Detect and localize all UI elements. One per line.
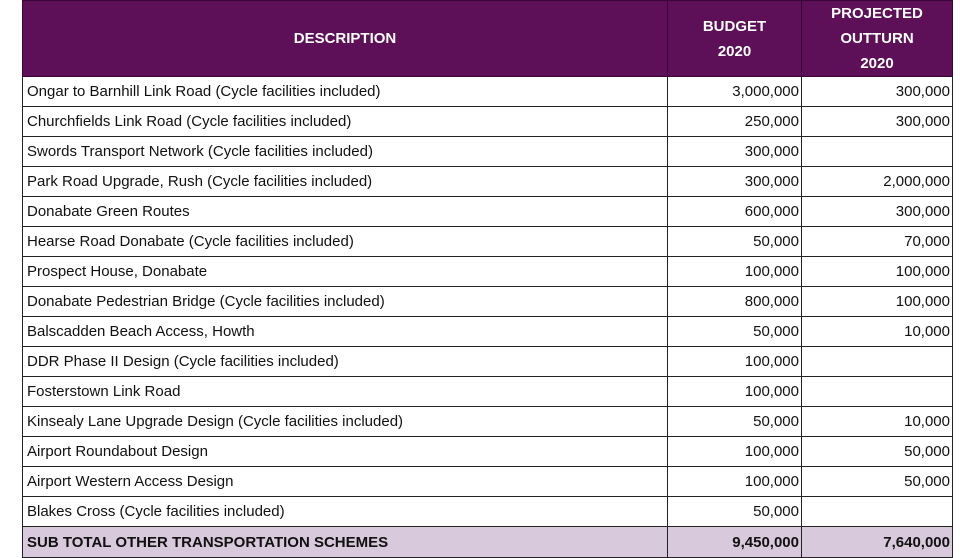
row-budget: 50,000 [667, 496, 802, 527]
row-outturn: 50,000 [801, 436, 953, 467]
row-budget: 100,000 [667, 376, 802, 407]
row-description: Airport Western Access Design [22, 466, 668, 497]
row-outturn: 100,000 [801, 256, 953, 287]
table-row: Swords Transport Network (Cycle faciliti… [22, 136, 953, 167]
table-row: Ongar to Barnhill Link Road (Cycle facil… [22, 76, 953, 107]
table-row: Donabate Pedestrian Bridge (Cycle facili… [22, 286, 953, 317]
table-row: Park Road Upgrade, Rush (Cycle facilitie… [22, 166, 953, 197]
row-description: Balscadden Beach Access, Howth [22, 316, 668, 347]
header-description: DESCRIPTION [22, 0, 668, 77]
row-outturn [801, 376, 953, 407]
row-budget: 300,000 [667, 136, 802, 167]
row-description: Ongar to Barnhill Link Road (Cycle facil… [22, 76, 668, 107]
row-description: DDR Phase II Design (Cycle facilities in… [22, 346, 668, 377]
row-outturn: 70,000 [801, 226, 953, 257]
row-budget: 50,000 [667, 316, 802, 347]
row-budget: 100,000 [667, 466, 802, 497]
row-description: Hearse Road Donabate (Cycle facilities i… [22, 226, 668, 257]
subtotal-row: SUB TOTAL OTHER TRANSPORTATION SCHEMES 9… [22, 526, 953, 558]
table-row: Prospect House, Donabate 100,000 100,000 [22, 256, 953, 287]
row-outturn: 300,000 [801, 196, 953, 227]
row-description: Prospect House, Donabate [22, 256, 668, 287]
header-budget-line2: 2020 [717, 42, 752, 60]
subtotal-budget: 9,450,000 [667, 526, 802, 558]
table-row: Airport Roundabout Design 100,000 50,000 [22, 436, 953, 467]
row-outturn: 300,000 [801, 106, 953, 137]
row-description: Kinsealy Lane Upgrade Design (Cycle faci… [22, 406, 668, 437]
row-outturn [801, 136, 953, 167]
subtotal-description: SUB TOTAL OTHER TRANSPORTATION SCHEMES [22, 526, 668, 558]
row-description: Park Road Upgrade, Rush (Cycle facilitie… [22, 166, 668, 197]
table-row: Churchfields Link Road (Cycle facilities… [22, 106, 953, 137]
row-description: Donabate Green Routes [22, 196, 668, 227]
row-description: Swords Transport Network (Cycle faciliti… [22, 136, 668, 167]
budget-table-container: DESCRIPTION BUDGET 2020 PROJECTED OUTTUR… [22, 0, 953, 558]
table-row: DDR Phase II Design (Cycle facilities in… [22, 346, 953, 377]
row-outturn: 10,000 [801, 316, 953, 347]
row-description: Airport Roundabout Design [22, 436, 668, 467]
header-budget: BUDGET 2020 [667, 0, 802, 77]
row-description: Fosterstown Link Road [22, 376, 668, 407]
table-header-row: DESCRIPTION BUDGET 2020 PROJECTED OUTTUR… [22, 0, 953, 77]
table-row: Kinsealy Lane Upgrade Design (Cycle faci… [22, 406, 953, 437]
row-description: Donabate Pedestrian Bridge (Cycle facili… [22, 286, 668, 317]
table-row: Balscadden Beach Access, Howth 50,000 10… [22, 316, 953, 347]
header-outturn-line3: 2020 [860, 55, 894, 72]
row-outturn [801, 346, 953, 377]
table-row: Fosterstown Link Road 100,000 [22, 376, 953, 407]
table-row: Blakes Cross (Cycle facilities included)… [22, 496, 953, 527]
row-outturn: 10,000 [801, 406, 953, 437]
header-description-label: DESCRIPTION [293, 30, 397, 47]
header-outturn-line1: PROJECTED [831, 5, 923, 22]
row-budget: 100,000 [667, 346, 802, 377]
row-outturn: 100,000 [801, 286, 953, 317]
header-budget-line1: BUDGET [702, 17, 767, 35]
subtotal-outturn: 7,640,000 [801, 526, 953, 558]
row-budget: 100,000 [667, 256, 802, 287]
row-budget: 50,000 [667, 226, 802, 257]
header-outturn-line2: OUTTURN [840, 30, 914, 47]
row-outturn [801, 496, 953, 527]
row-description: Churchfields Link Road (Cycle facilities… [22, 106, 668, 137]
table-row: Donabate Green Routes 600,000 300,000 [22, 196, 953, 227]
row-budget: 100,000 [667, 436, 802, 467]
header-outturn: PROJECTED OUTTURN 2020 [801, 0, 953, 77]
row-outturn: 2,000,000 [801, 166, 953, 197]
table-row: Airport Western Access Design 100,000 50… [22, 466, 953, 497]
row-description: Blakes Cross (Cycle facilities included) [22, 496, 668, 527]
row-outturn: 50,000 [801, 466, 953, 497]
row-outturn: 300,000 [801, 76, 953, 107]
transport-schemes-table: DESCRIPTION BUDGET 2020 PROJECTED OUTTUR… [22, 0, 953, 558]
table-body: Ongar to Barnhill Link Road (Cycle facil… [22, 76, 953, 558]
row-budget: 600,000 [667, 196, 802, 227]
row-budget: 300,000 [667, 166, 802, 197]
row-budget: 50,000 [667, 406, 802, 437]
row-budget: 800,000 [667, 286, 802, 317]
row-budget: 3,000,000 [667, 76, 802, 107]
row-budget: 250,000 [667, 106, 802, 137]
table-row: Hearse Road Donabate (Cycle facilities i… [22, 226, 953, 257]
